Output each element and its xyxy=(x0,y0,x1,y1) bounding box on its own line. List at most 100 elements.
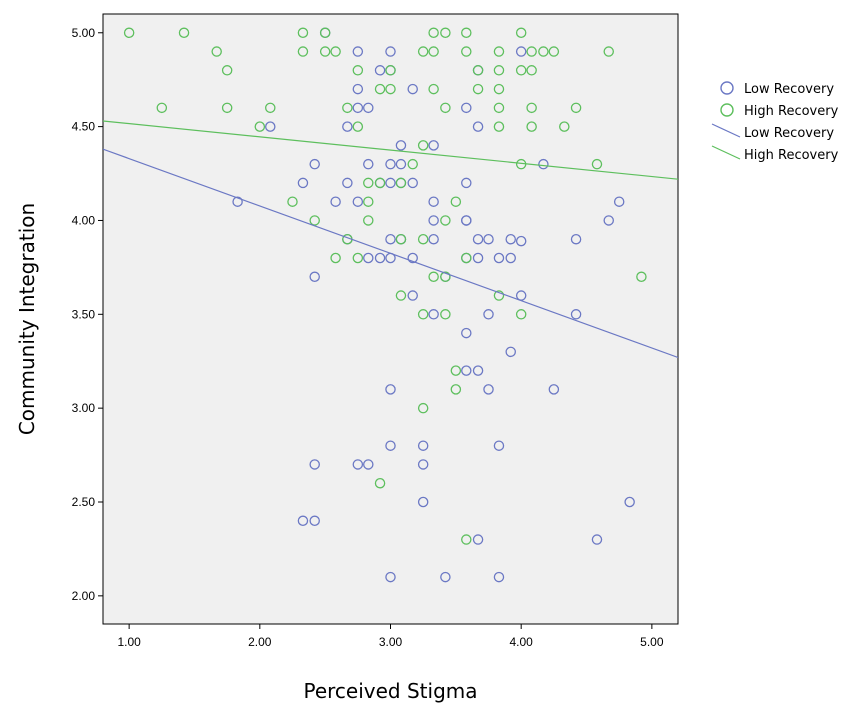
low-recovery-point xyxy=(570,233,582,245)
high-recovery-point xyxy=(538,46,549,57)
x-tick-label: 1.00 xyxy=(117,635,141,649)
high-recovery-point xyxy=(330,46,341,57)
high-recovery-point xyxy=(461,27,472,39)
high-recovery-point xyxy=(472,83,484,95)
high-recovery-point xyxy=(440,271,451,283)
low-recovery-point xyxy=(407,83,418,95)
low-recovery-point xyxy=(440,571,451,583)
high-recovery-point xyxy=(526,102,537,114)
low-recovery-point xyxy=(548,384,560,395)
low-recovery-point xyxy=(428,140,439,151)
high-recovery-point xyxy=(221,102,233,114)
high-recovery-point xyxy=(515,65,527,76)
x-tick-label: 3.00 xyxy=(379,635,403,649)
low-recovery-point xyxy=(297,177,309,189)
low-recovery-point xyxy=(472,121,484,132)
low-recovery-point xyxy=(493,440,505,451)
low-recovery-point xyxy=(472,252,484,264)
high-recovery-point xyxy=(385,83,396,95)
high-recovery-point xyxy=(123,27,135,39)
low-recovery-point xyxy=(309,459,320,470)
high-recovery-point xyxy=(515,27,527,39)
low-recovery-point xyxy=(232,196,243,207)
high-recovery-point xyxy=(309,215,320,226)
low-recovery-point xyxy=(385,571,396,583)
high-recovery-point xyxy=(363,177,374,189)
low-recovery-point xyxy=(385,177,396,189)
data-points xyxy=(123,27,647,583)
low-recovery-point xyxy=(461,102,472,114)
legend-marker-high-recovery xyxy=(720,103,734,117)
low-recovery-point xyxy=(385,440,396,451)
low-recovery-point xyxy=(395,140,407,151)
low-recovery-point xyxy=(461,365,472,376)
low-recovery-point xyxy=(461,215,472,226)
low-recovery-point xyxy=(374,65,386,76)
low-recovery-point xyxy=(472,233,484,245)
low-recovery-point xyxy=(342,121,353,132)
low-recovery-point xyxy=(385,384,396,395)
low-recovery-point xyxy=(297,515,309,527)
legend-label-low-recovery: Low Recovery xyxy=(744,126,834,141)
high-recovery-point xyxy=(461,252,472,264)
high-recovery-fit-line xyxy=(103,120,678,180)
low-recovery-point xyxy=(309,271,320,283)
low-recovery-point xyxy=(395,158,407,170)
y-axis: 2.00 2.50 3.00 3.50 4.00 4.50 5.00 xyxy=(72,26,103,603)
y-tick-label: 3.00 xyxy=(72,401,96,415)
fit-lines xyxy=(103,120,678,359)
legend-marker-low-recovery xyxy=(720,81,734,95)
high-recovery-point xyxy=(254,121,266,132)
high-recovery-point xyxy=(417,309,429,320)
high-recovery-point xyxy=(363,215,374,226)
high-recovery-point xyxy=(395,233,407,245)
high-recovery-point xyxy=(221,65,233,76)
low-recovery-point xyxy=(407,252,418,264)
y-axis-title: Community Integration xyxy=(15,203,39,435)
low-recovery-point xyxy=(472,365,484,376)
y-tick-label: 4.00 xyxy=(72,213,96,227)
high-recovery-point xyxy=(417,140,429,151)
high-recovery-point xyxy=(440,309,451,320)
high-recovery-point xyxy=(493,65,505,76)
low-recovery-point xyxy=(342,177,353,189)
high-recovery-point xyxy=(559,121,570,132)
legend-label-high-recovery: High Recovery xyxy=(744,104,839,119)
low-recovery-point xyxy=(385,158,396,170)
low-recovery-point xyxy=(591,534,603,545)
low-recovery-point xyxy=(417,496,429,508)
high-recovery-point xyxy=(461,46,472,57)
high-recovery-point xyxy=(472,65,484,76)
plot-area xyxy=(102,13,679,625)
high-recovery-point xyxy=(440,102,451,114)
x-tick-label: 5.00 xyxy=(640,635,664,649)
high-recovery-point xyxy=(330,252,341,264)
legend-label-high-recovery: High Recovery xyxy=(744,148,839,163)
legend-line-high-recovery xyxy=(711,145,741,160)
high-recovery-point xyxy=(428,83,439,95)
high-recovery-point xyxy=(450,365,462,376)
high-recovery-point xyxy=(319,46,331,57)
high-recovery-point xyxy=(156,102,168,114)
low-recovery-point xyxy=(352,102,364,114)
high-recovery-point xyxy=(570,102,582,114)
high-recovery-point xyxy=(297,27,309,39)
low-recovery-point xyxy=(407,290,418,301)
high-recovery-point xyxy=(407,158,418,170)
low-recovery-point xyxy=(483,233,494,245)
low-recovery-point xyxy=(363,102,374,114)
high-recovery-point xyxy=(211,46,222,57)
low-recovery-point xyxy=(505,252,516,264)
high-recovery-point xyxy=(417,233,429,245)
high-recovery-point xyxy=(428,27,439,39)
low-recovery-point xyxy=(385,233,396,245)
low-recovery-point xyxy=(570,309,582,320)
low-recovery-point xyxy=(428,309,439,320)
y-tick-label: 2.00 xyxy=(72,589,96,603)
high-recovery-point xyxy=(363,196,374,207)
y-tick-label: 4.50 xyxy=(72,120,96,134)
high-recovery-point xyxy=(417,46,429,57)
high-recovery-point xyxy=(385,65,396,76)
low-recovery-point xyxy=(309,158,320,170)
